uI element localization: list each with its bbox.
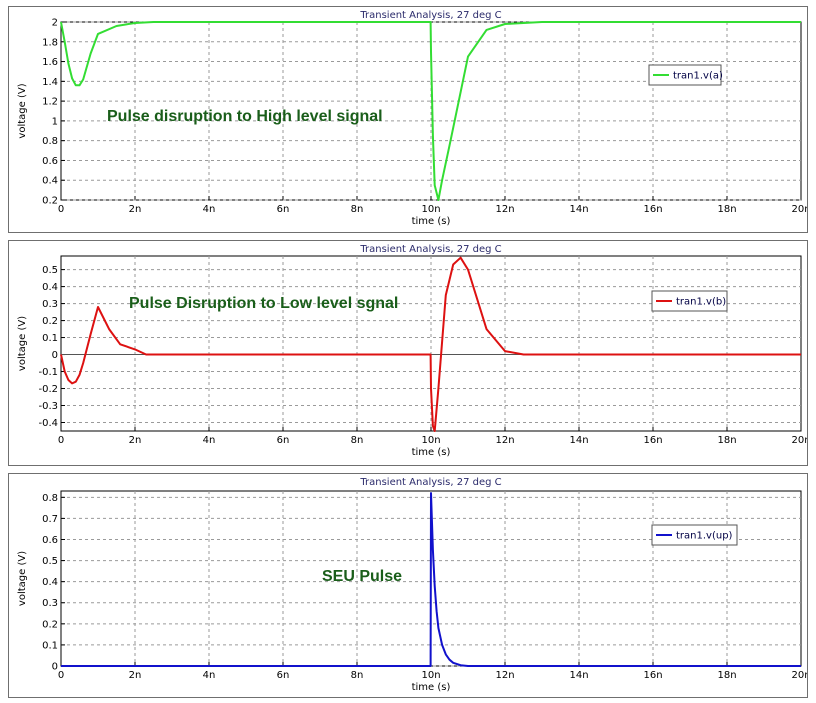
- y-tick-label: 1.6: [42, 57, 58, 68]
- x-axis-label: time (s): [412, 682, 451, 693]
- y-tick-label: 0.7: [42, 514, 58, 525]
- x-tick-label: 12n: [495, 435, 514, 446]
- x-tick-label: 6n: [277, 435, 290, 446]
- y-tick-label: 1.2: [42, 97, 58, 108]
- x-tick-label: 12n: [495, 670, 514, 681]
- x-axis-label: time (s): [412, 216, 451, 227]
- chart-svg: Transient Analysis, 27 deg C 0 2n 4n 6n 8n 10n…: [17, 477, 807, 693]
- y-tick-label: -0.1: [38, 367, 58, 378]
- legend-label: tran1.v(up): [676, 531, 733, 542]
- x-tick-label: 14n: [569, 670, 588, 681]
- x-tick-label: 18n: [717, 204, 736, 215]
- y-tick-label: 0.5: [42, 556, 58, 567]
- y-tick-label: 1.8: [42, 37, 58, 48]
- y-axis-label: voltage (V): [17, 316, 28, 371]
- chart-title: Transient Analysis, 27 deg C: [359, 244, 501, 255]
- x-tick-label: 2n: [129, 204, 142, 215]
- x-tick-label: 8n: [351, 435, 364, 446]
- y-tick-label: 0.4: [42, 577, 58, 588]
- x-tick-label: 14n: [569, 204, 588, 215]
- legend-box: [648, 64, 722, 86]
- y-tick-label: 0.2: [42, 196, 58, 207]
- y-tick-label: 0: [52, 350, 58, 361]
- x-tick-label: 4n: [203, 670, 216, 681]
- annotation-text: Pulse disruption to High level signal: [107, 108, 383, 125]
- chart-panel-high-level: Transient Analysis, 27 deg C 0 2n 4n 6n 8n 10n…: [8, 6, 808, 233]
- x-tick-label: 6n: [277, 204, 290, 215]
- y-tick-label: 0.6: [42, 535, 58, 546]
- x-tick-label: 10n: [421, 204, 440, 215]
- x-tick-label: 4n: [203, 435, 216, 446]
- x-tick-label: 18n: [717, 670, 736, 681]
- y-tick-label: 0.1: [42, 640, 58, 651]
- y-tick-label: 0.1: [42, 333, 58, 344]
- chart-panel-low-level: Transient Analysis, 27 deg C 0 2n 4n 6n 8n 10n…: [8, 240, 808, 466]
- x-tick-label: 20n: [791, 204, 807, 215]
- y-tick-label: 0.6: [42, 156, 58, 167]
- x-tick-label: 14n: [569, 435, 588, 446]
- y-axis-label: voltage (V): [17, 551, 28, 606]
- y-tick-label: 0.5: [42, 265, 58, 276]
- x-tick-label: 10n: [421, 435, 440, 446]
- x-tick-label: 16n: [643, 435, 662, 446]
- x-tick-label: 0: [58, 670, 64, 681]
- series-line: [60, 256, 801, 432]
- y-axis-label: voltage (V): [17, 83, 28, 138]
- x-tick-label: 8n: [351, 670, 364, 681]
- y-tick-label: 0.8: [42, 493, 58, 504]
- x-tick-label: 0: [58, 435, 64, 446]
- chart-svg: Transient Analysis, 27 deg C 0 2n 4n 6n 8n 10n…: [17, 10, 807, 227]
- y-tick-label: 0.4: [42, 176, 58, 187]
- legend-box: [651, 524, 738, 546]
- series-line: [60, 21, 801, 201]
- legend-label: tran1.v(a): [673, 71, 723, 82]
- x-tick-label: 20n: [791, 670, 807, 681]
- x-tick-label: 20n: [791, 435, 807, 446]
- x-tick-label: 16n: [643, 204, 662, 215]
- x-tick-label: 2n: [129, 670, 142, 681]
- x-tick-label: 18n: [717, 435, 736, 446]
- y-tick-label: 0.4: [42, 282, 58, 293]
- y-tick-label: -0.3: [38, 401, 58, 412]
- x-tick-label: 16n: [643, 670, 662, 681]
- x-tick-label: 10n: [421, 670, 440, 681]
- x-tick-label: 12n: [495, 204, 514, 215]
- y-tick-label: 1.4: [42, 77, 58, 88]
- y-tick-label: 2: [52, 18, 58, 29]
- x-tick-label: 4n: [203, 204, 216, 215]
- x-axis-label: time (s): [412, 447, 451, 458]
- chart-title: Transient Analysis, 27 deg C: [359, 10, 501, 21]
- y-tick-label: 0.2: [42, 619, 58, 630]
- legend-label: tran1.v(b): [676, 297, 726, 308]
- x-tick-label: 0: [58, 204, 64, 215]
- y-tick-label: -0.2: [38, 384, 58, 395]
- series-line: [61, 492, 801, 667]
- x-tick-label: 6n: [277, 670, 290, 681]
- y-tick-label: -0.4: [38, 418, 58, 429]
- y-tick-label: 0.8: [42, 136, 58, 147]
- chart-panel-seu-pulse: Transient Analysis, 27 deg C 0 2n 4n 6n 8n 10n…: [8, 473, 808, 698]
- y-tick-label: 0.3: [42, 299, 58, 310]
- chart-svg: Transient Analysis, 27 deg C 0 2n 4n 6n 8n 10n…: [17, 244, 807, 458]
- y-tick-label: 0.3: [42, 598, 58, 609]
- y-tick-label: 0.2: [42, 316, 58, 327]
- chart-title: Transient Analysis, 27 deg C: [359, 477, 501, 488]
- y-tick-label: 1: [52, 116, 58, 127]
- x-tick-label: 8n: [351, 204, 364, 215]
- legend-box: [651, 290, 728, 312]
- annotation-text: SEU Pulse: [322, 568, 402, 585]
- annotation-text: Pulse Disruption to Low level sgnal: [129, 295, 398, 312]
- x-tick-label: 2n: [129, 435, 142, 446]
- y-tick-label: 0: [52, 662, 58, 673]
